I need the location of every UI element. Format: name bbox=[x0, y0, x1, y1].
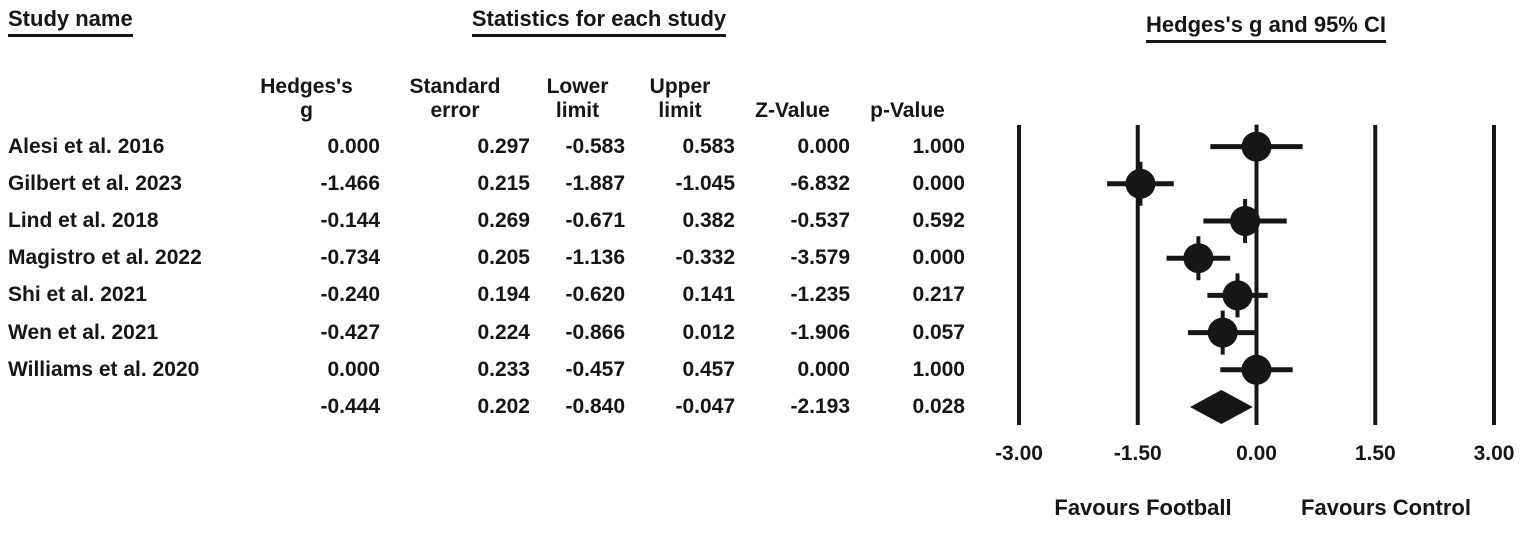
study-name-column-header: Study name bbox=[8, 6, 233, 37]
column-header: p-Value bbox=[870, 99, 945, 123]
stat-value: 0.000 bbox=[327, 357, 380, 381]
stat-value: 0.141 bbox=[682, 283, 735, 307]
study-name: Magistro et al. 2022 bbox=[8, 246, 202, 270]
x-tick-label: 1.50 bbox=[1355, 442, 1396, 465]
stat-value: 0.457 bbox=[682, 357, 735, 381]
column-header: Z-Value bbox=[755, 99, 830, 123]
effect-marker bbox=[1241, 131, 1272, 162]
study-name: Williams et al. 2020 bbox=[8, 357, 200, 381]
stat-value: -0.671 bbox=[565, 208, 625, 232]
stat-value: 0.012 bbox=[682, 320, 735, 344]
stat-value: 0.000 bbox=[797, 134, 850, 158]
stat-value: -0.840 bbox=[565, 394, 625, 418]
stat-value: 0.057 bbox=[912, 320, 965, 344]
study-name: Wen et al. 2021 bbox=[8, 320, 159, 344]
stat-value: 0.215 bbox=[477, 171, 530, 195]
stat-value: -3.579 bbox=[790, 246, 850, 270]
column-header: Upper limit bbox=[649, 75, 711, 123]
effect-marker bbox=[1222, 280, 1253, 311]
stat-value: 0.000 bbox=[327, 134, 380, 158]
stat-value: 0.297 bbox=[477, 134, 530, 158]
summary-diamond bbox=[1190, 390, 1253, 424]
stat-value: -0.047 bbox=[675, 394, 735, 418]
favours-football-label: Favours Football bbox=[1054, 495, 1231, 520]
plot-title: Hedges's g and 95% CI bbox=[1146, 12, 1386, 43]
x-tick-label: 3.00 bbox=[1474, 442, 1515, 465]
column-header: Lower limit bbox=[546, 75, 609, 123]
stat-value: -0.427 bbox=[320, 320, 380, 344]
favours-control-label: Favours Control bbox=[1301, 495, 1471, 520]
stat-value: -0.144 bbox=[320, 208, 380, 232]
stat-value: -0.444 bbox=[320, 394, 380, 418]
statistics-section-header: Statistics for each study bbox=[233, 6, 965, 37]
study-name: Gilbert et al. 2023 bbox=[8, 171, 182, 195]
x-tick-label: -1.50 bbox=[1114, 442, 1162, 465]
statistics-table: Study name Statistics for each study Hed… bbox=[8, 6, 965, 426]
stat-value: 0.194 bbox=[477, 283, 530, 307]
stat-value: -6.832 bbox=[790, 171, 850, 195]
stat-value: 0.000 bbox=[912, 171, 965, 195]
stat-value: -1.235 bbox=[790, 283, 850, 307]
stat-value: -2.193 bbox=[790, 394, 850, 418]
stat-value: -1.887 bbox=[565, 171, 625, 195]
stat-value: 0.217 bbox=[912, 283, 965, 307]
stat-value: -0.583 bbox=[565, 134, 625, 158]
stat-value: 1.000 bbox=[912, 134, 965, 158]
stat-value: 0.592 bbox=[912, 208, 965, 232]
stat-value: 0.028 bbox=[912, 394, 965, 418]
study-name: Alesi et al. 2016 bbox=[8, 134, 165, 158]
column-header: Hedges's g bbox=[260, 75, 353, 123]
stat-value: -0.240 bbox=[320, 283, 380, 307]
stat-value: -1.906 bbox=[790, 320, 850, 344]
effect-marker bbox=[1183, 243, 1214, 274]
effect-marker bbox=[1230, 206, 1261, 236]
stat-value: -0.537 bbox=[790, 208, 850, 232]
stat-value: -0.332 bbox=[675, 246, 735, 270]
effect-marker bbox=[1241, 354, 1272, 385]
stat-value: 0.233 bbox=[477, 357, 530, 381]
stat-value: 0.202 bbox=[477, 394, 530, 418]
stat-value: 0.224 bbox=[477, 320, 530, 344]
stat-value: -0.620 bbox=[565, 283, 625, 307]
spacer-cell bbox=[8, 50, 233, 128]
study-name: Shi et al. 2021 bbox=[8, 283, 147, 307]
stat-value: -0.457 bbox=[565, 357, 625, 381]
summary-row-label bbox=[8, 388, 233, 425]
column-header: Standard error bbox=[409, 75, 501, 123]
stat-value: 0.000 bbox=[912, 246, 965, 270]
effect-marker bbox=[1125, 168, 1156, 199]
stat-value: -1.136 bbox=[565, 246, 625, 270]
forest-plot-svg: -3.00 -1.50 0.00 1.50 3.00 Favours Football Fa… bbox=[995, 124, 1515, 520]
stat-value: 0.382 bbox=[682, 208, 735, 232]
stat-value: -1.045 bbox=[675, 171, 735, 195]
x-tick-label: -3.00 bbox=[995, 442, 1043, 465]
stat-value: 0.205 bbox=[477, 246, 530, 270]
stat-value: 0.583 bbox=[682, 134, 735, 158]
stat-value: -0.734 bbox=[320, 246, 380, 270]
stat-value: 0.000 bbox=[797, 357, 850, 381]
stat-value: 1.000 bbox=[912, 357, 965, 381]
stat-value: -1.466 bbox=[320, 171, 380, 195]
effect-marker bbox=[1207, 317, 1238, 348]
x-tick-label: 0.00 bbox=[1236, 442, 1277, 465]
stat-value: -0.866 bbox=[565, 320, 625, 344]
stat-value: 0.269 bbox=[477, 208, 530, 232]
study-name: Lind et al. 2018 bbox=[8, 208, 159, 232]
